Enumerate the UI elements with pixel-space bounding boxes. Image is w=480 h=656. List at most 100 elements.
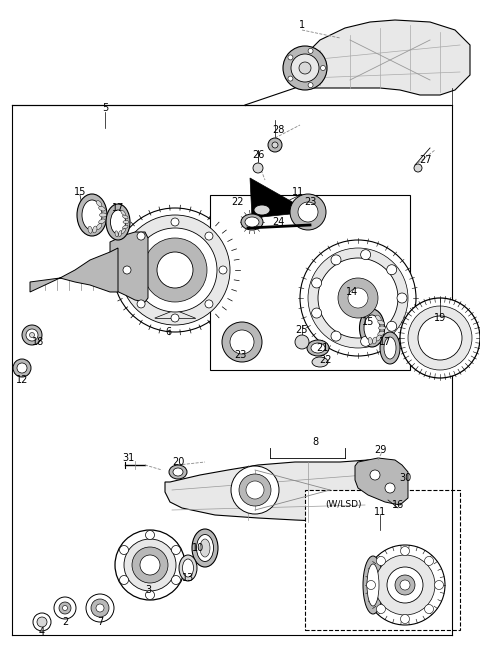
- Ellipse shape: [200, 539, 210, 557]
- Circle shape: [312, 308, 322, 318]
- Ellipse shape: [360, 309, 384, 347]
- Circle shape: [219, 266, 227, 274]
- Ellipse shape: [119, 231, 122, 237]
- Circle shape: [299, 62, 311, 74]
- Circle shape: [268, 138, 282, 152]
- Ellipse shape: [245, 217, 259, 227]
- Ellipse shape: [182, 559, 193, 577]
- Text: 6: 6: [165, 327, 171, 337]
- Circle shape: [331, 331, 341, 341]
- Circle shape: [424, 605, 433, 613]
- Circle shape: [385, 483, 395, 493]
- Ellipse shape: [312, 357, 328, 367]
- Ellipse shape: [196, 535, 214, 562]
- Ellipse shape: [82, 200, 102, 230]
- Polygon shape: [30, 248, 118, 292]
- Text: 2: 2: [62, 617, 68, 627]
- Ellipse shape: [378, 331, 384, 336]
- Circle shape: [387, 321, 396, 331]
- Ellipse shape: [123, 220, 129, 224]
- Ellipse shape: [99, 219, 105, 224]
- Ellipse shape: [121, 211, 125, 215]
- Text: 27: 27: [419, 155, 431, 165]
- Circle shape: [137, 300, 145, 308]
- Ellipse shape: [384, 337, 396, 359]
- Circle shape: [115, 530, 185, 600]
- Circle shape: [246, 481, 264, 499]
- Circle shape: [365, 545, 445, 625]
- Circle shape: [96, 604, 104, 612]
- Ellipse shape: [179, 555, 197, 581]
- Circle shape: [33, 613, 51, 631]
- Circle shape: [397, 293, 407, 303]
- Circle shape: [26, 329, 38, 341]
- Ellipse shape: [364, 315, 380, 341]
- Text: 22: 22: [319, 355, 331, 365]
- Circle shape: [239, 474, 271, 506]
- Circle shape: [124, 539, 176, 591]
- Circle shape: [113, 208, 237, 332]
- Circle shape: [140, 555, 160, 575]
- Ellipse shape: [96, 201, 102, 207]
- Ellipse shape: [169, 465, 187, 479]
- Text: 23: 23: [304, 197, 316, 207]
- Circle shape: [308, 49, 313, 53]
- Circle shape: [171, 575, 180, 584]
- Text: 31: 31: [122, 453, 134, 463]
- Circle shape: [29, 333, 35, 337]
- Circle shape: [171, 546, 180, 554]
- Text: 26: 26: [252, 150, 264, 160]
- Ellipse shape: [122, 225, 128, 229]
- Circle shape: [120, 575, 129, 584]
- Ellipse shape: [122, 215, 128, 219]
- Circle shape: [321, 66, 325, 70]
- Circle shape: [331, 255, 341, 265]
- Circle shape: [288, 76, 293, 81]
- Circle shape: [62, 605, 68, 611]
- Text: 4: 4: [39, 627, 45, 637]
- Circle shape: [360, 250, 371, 260]
- Circle shape: [132, 547, 168, 583]
- Text: 5: 5: [102, 103, 108, 113]
- Circle shape: [120, 215, 230, 325]
- Text: 10: 10: [192, 543, 204, 553]
- Text: 22: 22: [232, 197, 244, 207]
- Circle shape: [338, 278, 378, 318]
- Ellipse shape: [173, 468, 183, 476]
- Circle shape: [145, 531, 155, 539]
- Ellipse shape: [376, 315, 381, 321]
- Circle shape: [300, 240, 416, 356]
- Text: 11: 11: [374, 507, 386, 517]
- Polygon shape: [165, 460, 392, 522]
- Circle shape: [400, 615, 409, 623]
- Circle shape: [395, 575, 415, 595]
- Ellipse shape: [378, 320, 384, 325]
- Text: 21: 21: [256, 197, 268, 207]
- Circle shape: [348, 296, 356, 304]
- Text: (W/LSD): (W/LSD): [325, 499, 361, 508]
- Circle shape: [408, 306, 472, 370]
- Ellipse shape: [254, 205, 270, 215]
- Text: 30: 30: [399, 473, 411, 483]
- Text: 8: 8: [312, 437, 318, 447]
- Circle shape: [283, 46, 327, 90]
- Circle shape: [308, 83, 313, 88]
- Text: 18: 18: [32, 337, 44, 347]
- Ellipse shape: [106, 204, 130, 240]
- Bar: [305, 490, 460, 630]
- Circle shape: [318, 258, 398, 338]
- Circle shape: [387, 567, 423, 603]
- Circle shape: [59, 602, 71, 614]
- Circle shape: [171, 218, 179, 226]
- Circle shape: [290, 194, 326, 230]
- Ellipse shape: [363, 556, 383, 614]
- Ellipse shape: [115, 231, 118, 237]
- Text: 29: 29: [374, 445, 386, 455]
- Text: 15: 15: [362, 317, 374, 327]
- Polygon shape: [250, 178, 310, 218]
- Circle shape: [17, 363, 27, 373]
- Circle shape: [37, 617, 47, 627]
- Text: 7: 7: [97, 617, 103, 627]
- Circle shape: [387, 265, 396, 275]
- Circle shape: [91, 599, 109, 617]
